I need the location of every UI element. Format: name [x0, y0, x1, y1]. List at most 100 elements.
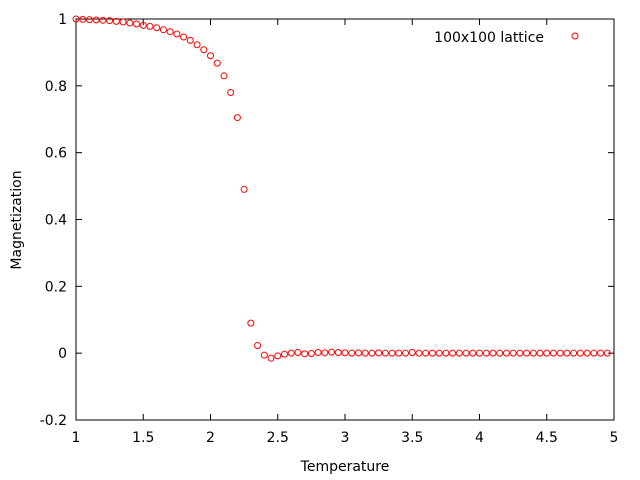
data-point: [328, 348, 336, 356]
data-point: [159, 26, 167, 34]
data-point: [280, 350, 288, 358]
data-point: [92, 16, 100, 24]
data-point: [543, 349, 551, 357]
data-point: [415, 349, 423, 357]
data-point: [563, 349, 571, 357]
data-point: [119, 18, 127, 26]
data-point: [173, 30, 181, 38]
x-tick-label: 2.5: [267, 430, 289, 446]
data-point: [523, 349, 531, 357]
data-point: [207, 52, 214, 60]
data-point: [200, 46, 208, 54]
data-point: [469, 349, 477, 357]
data-point: [186, 36, 194, 44]
y-axis-label: Magnetization: [9, 170, 25, 269]
data-point: [72, 15, 80, 23]
data-point: [435, 349, 443, 357]
data-point: [274, 352, 282, 360]
data-point: [388, 349, 396, 357]
x-tick-label: 1.5: [132, 430, 154, 446]
data-point: [576, 349, 584, 357]
data-point: [570, 349, 578, 357]
data-point: [395, 349, 403, 357]
data-point: [428, 349, 436, 357]
axis-ticks: [75, 18, 615, 421]
data-point: [267, 354, 275, 362]
data-point: [603, 349, 611, 357]
data-point: [482, 349, 490, 357]
data-point: [287, 349, 295, 357]
legend: 100x100 lattice: [434, 30, 579, 46]
data-point: [502, 349, 510, 357]
y-tick-label: 0.8: [45, 79, 67, 95]
data-point: [583, 349, 591, 357]
data-point: [549, 349, 557, 357]
data-point: [590, 349, 598, 357]
data-point: [368, 349, 376, 357]
data-points: [72, 15, 611, 362]
data-point: [449, 349, 457, 357]
x-axis-label: Temperature: [300, 459, 390, 475]
data-point: [79, 15, 87, 23]
x-tick-label: 1: [72, 430, 81, 446]
data-point: [233, 114, 241, 122]
data-point: [126, 19, 134, 27]
data-point: [146, 22, 154, 30]
data-point: [133, 20, 141, 28]
legend-label: 100x100 lattice: [434, 30, 544, 46]
data-point: [166, 28, 174, 36]
data-point: [516, 349, 524, 357]
data-point: [455, 349, 463, 357]
x-tick-label: 4: [475, 430, 484, 446]
y-tick-label: 0.4: [45, 213, 67, 229]
data-point: [260, 351, 268, 359]
data-point: [294, 348, 302, 356]
data-point: [422, 349, 430, 357]
y-tick-label: 0.2: [45, 279, 67, 295]
data-point: [213, 59, 221, 67]
data-point: [375, 349, 383, 357]
data-point: [597, 349, 605, 357]
data-point: [489, 349, 497, 357]
data-point: [442, 349, 450, 357]
x-tick-label: 3.5: [401, 430, 423, 446]
data-point: [341, 349, 349, 357]
x-tick-label: 5: [610, 430, 619, 446]
data-point: [180, 33, 188, 41]
data-point: [314, 348, 322, 356]
data-point: [361, 349, 369, 357]
data-point: [381, 349, 389, 357]
data-point: [112, 17, 120, 25]
data-point: [509, 349, 517, 357]
plot-frame: [75, 18, 615, 421]
y-tick-label: 1: [58, 12, 67, 28]
data-point: [556, 349, 564, 357]
data-point: [99, 16, 107, 24]
x-tick-label: 3: [341, 430, 350, 446]
data-point: [153, 24, 161, 32]
data-point: [85, 16, 93, 24]
data-point: [402, 349, 410, 357]
data-point: [334, 348, 342, 356]
data-point: [462, 349, 470, 357]
legend-marker: [571, 32, 579, 40]
data-point: [240, 185, 248, 193]
data-point: [321, 349, 329, 357]
x-tick-label: 2: [206, 430, 215, 446]
data-point: [348, 349, 356, 357]
data-point: [354, 349, 362, 357]
y-tick-label: 0.6: [45, 146, 67, 162]
data-point: [307, 350, 315, 358]
data-point: [408, 348, 416, 356]
data-point: [536, 349, 544, 357]
data-point: [227, 89, 235, 97]
x-tick-label: 4.5: [536, 430, 558, 446]
data-point: [193, 41, 201, 49]
data-point: [106, 17, 114, 25]
y-tick-label: -0.2: [40, 413, 67, 429]
axis-tick-labels: 1 1.5 2 2.5 3 3.5 4 4.5 5 -0.2 0 0.2 0.4 0.6 0.8 1: [40, 12, 619, 446]
data-point: [529, 349, 537, 357]
data-point: [139, 21, 147, 29]
data-point: [247, 319, 255, 327]
